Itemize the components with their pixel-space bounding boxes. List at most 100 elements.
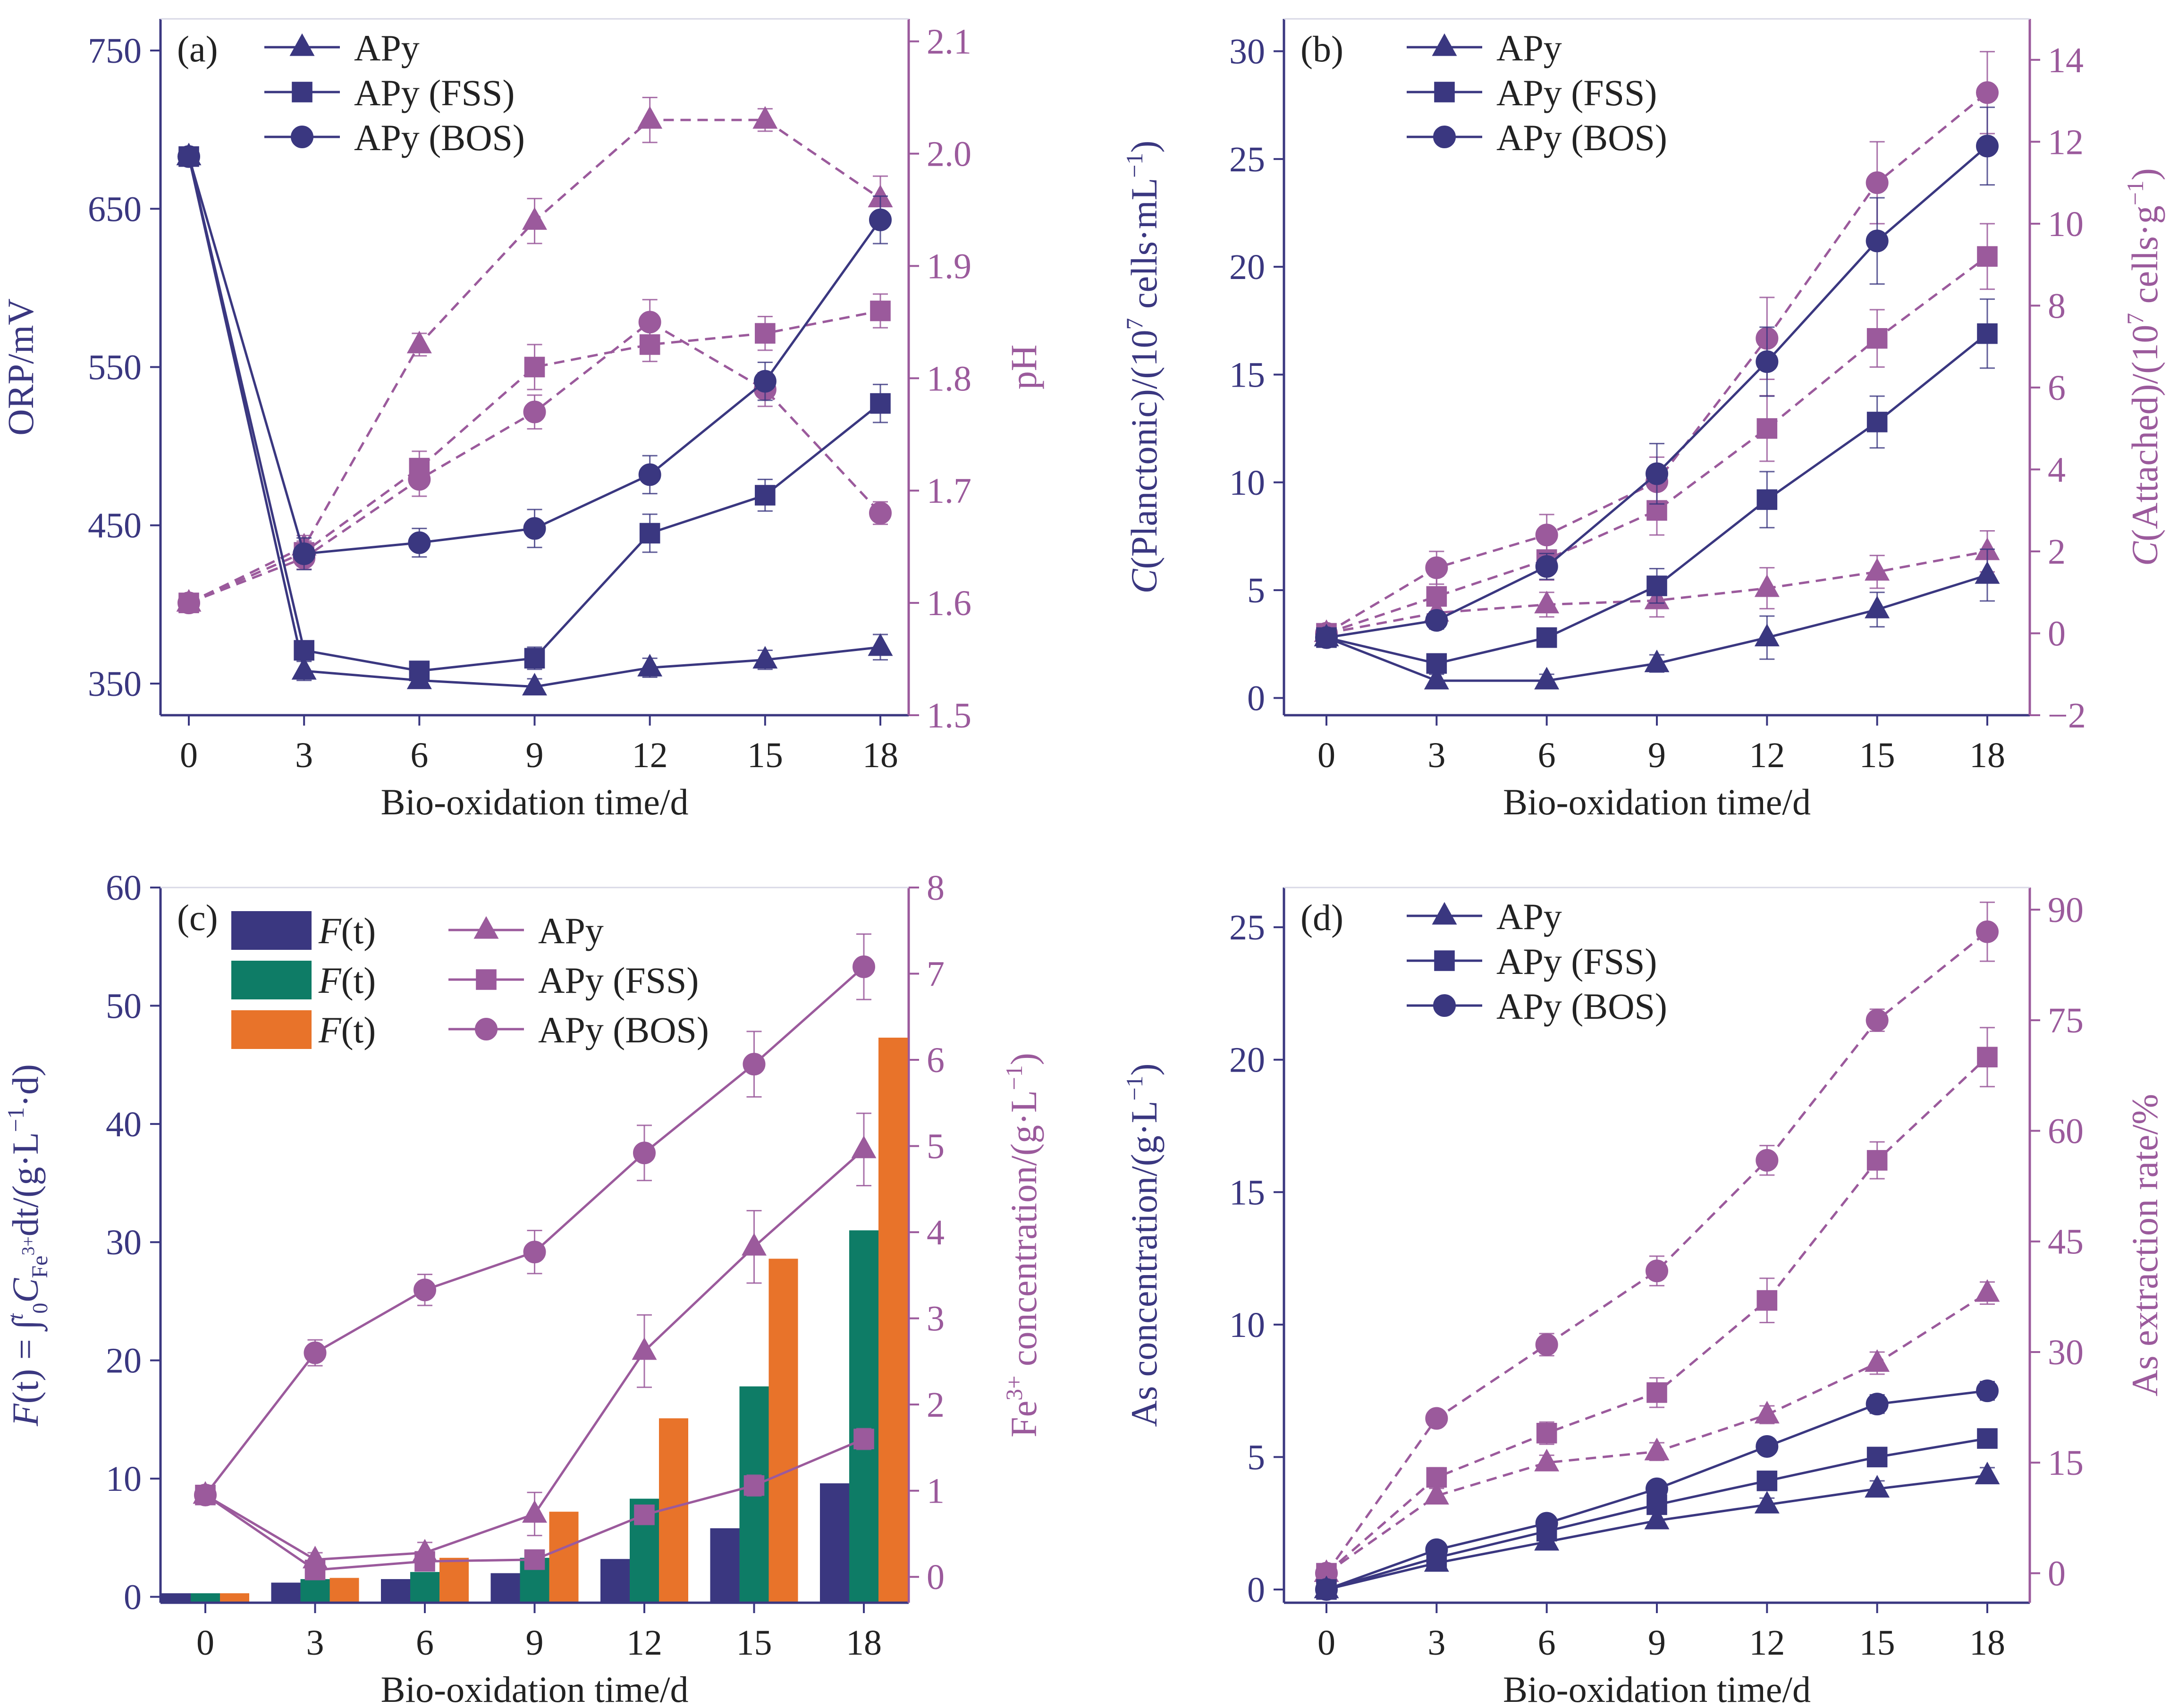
point-left-triangle-d9 [1644,649,1670,672]
left-tick-label: 60 [106,868,142,908]
point-left-circle-d3 [1425,609,1448,632]
point-left-circle-d15 [1866,229,1889,253]
point-left-circle-d3 [293,542,316,566]
point-right-circle-d18 [1976,920,1999,943]
legend-bar-label: F(t) [318,960,376,1001]
legend-marker-circle [1433,126,1456,148]
legend-label: APy [354,27,420,68]
bar-orange-d18 [878,1038,908,1602]
point-left-circle-d12 [1756,1435,1779,1458]
point-left-circle-d9 [523,517,546,540]
line-right-circle [1325,930,1988,1574]
left-tick-label: 30 [1229,32,1265,71]
point-right-square-d18 [1977,1047,1998,1068]
point-right-square-d18 [853,1429,874,1449]
bar-orange-d15 [768,1259,798,1602]
right-axis-label: pH [1003,345,1044,389]
point-left-square-d9 [524,648,545,669]
point-right-circle-d6 [408,468,431,491]
left-tick-label: 350 [88,664,142,704]
point-right-triangle-d12 [637,106,663,129]
right-axis-label: C(Attached)/(107 cells·g−1) [2122,168,2165,566]
point-left-square-d6 [409,660,430,681]
panel-a: 0 3 6 9 12 15 18 Bio-oxidation time/d 350 450 550 6… [0,18,1044,822]
right-tick-label: 6 [927,1040,945,1080]
point-right-circle-d12 [1756,1149,1779,1172]
x-tick-label: 0 [1317,736,1335,775]
panel-label: (b) [1300,28,1343,69]
legend-marker-circle [291,126,313,148]
legend-label: APy (BOS) [354,117,525,158]
bar-green-d3 [300,1579,330,1602]
left-tick-label: 5 [1247,571,1265,610]
left-tick-label: 15 [1229,355,1265,395]
point-right-triangle-d12 [632,1337,657,1360]
bar-orange-d0 [220,1593,249,1602]
left-tick-label: 50 [106,986,142,1026]
right-tick-label: 8 [2048,286,2066,326]
x-axis-label: Bio-oxidation time/d [1503,1669,1811,1708]
point-left-circle-d6 [408,531,431,554]
point-right-square-d6 [1536,1422,1557,1444]
right-tick-label: 30 [2048,1333,2084,1372]
legend-marker-square [292,82,312,102]
point-left-triangle-d15 [752,646,778,669]
x-tick-label: 12 [1749,736,1785,775]
right-tick-label: 75 [2048,1001,2084,1040]
right-tick-label: 8 [927,868,945,908]
legend-label: APy (FSS) [1496,72,1657,113]
point-right-circle-d3 [1425,556,1448,579]
point-right-circle-d18 [853,955,875,978]
point-left-square-d18 [1977,323,1998,344]
legend-marker-circle [475,1018,498,1040]
point-left-square-d3 [1426,653,1447,674]
point-left-circle-d18 [1976,1379,1999,1403]
panel-d: 0 3 6 9 12 15 18 Bio-oxidation time/d 0 5 10 15 20 25… [1121,887,2165,1708]
right-tick-label: 1.9 [927,246,971,286]
point-left-square-d12 [639,523,660,544]
left-tick-label: 20 [106,1341,142,1381]
right-tick-label: 0 [927,1557,945,1597]
right-tick-label: 0 [2048,1554,2066,1594]
right-axis-label: Fe3+ concentration/(g·L−1) [1001,1053,1044,1437]
point-left-square-d18 [870,393,891,414]
point-right-triangle-d15 [752,106,778,129]
point-left-circle-d18 [1976,135,1999,158]
point-left-circle-d12 [1756,350,1779,373]
x-axis-label: Bio-oxidation time/d [380,781,688,822]
left-tick-label: 25 [1229,140,1265,179]
x-tick-label: 6 [410,736,428,775]
point-right-square-d3 [1426,1467,1447,1488]
point-right-circle-d12 [638,311,661,334]
point-right-circle-d9 [1646,1260,1668,1283]
bar-blue-d0 [161,1593,191,1602]
bar-blue-d15 [710,1528,740,1602]
point-left-circle-d0 [1315,1578,1338,1601]
point-right-circle-d0 [177,592,200,615]
x-tick-label: 15 [1859,736,1895,775]
bar-blue-d9 [490,1573,520,1602]
legend-label: APy [538,910,604,951]
point-right-circle-d15 [743,1053,766,1076]
bar-orange-d3 [329,1578,359,1602]
x-tick-label: 15 [747,736,783,775]
point-left-circle-d12 [638,463,661,486]
point-right-triangle-d18 [851,1135,877,1158]
point-right-square-d9 [524,1549,545,1570]
x-tick-label: 12 [1749,1623,1785,1663]
left-axis-label: ORP/mV [0,298,41,435]
panel-label: (c) [177,897,218,938]
point-right-triangle-d6 [1534,1448,1560,1471]
point-left-triangle-d3 [291,657,317,680]
legend-marker-square [1434,950,1455,971]
x-tick-label: 6 [1538,736,1556,775]
legend-marker-triangle [1432,902,1457,925]
point-right-circle-d3 [304,1341,327,1364]
right-tick-label: 0 [2048,614,2066,653]
right-tick-label: 10 [2048,204,2084,244]
panel-label: (a) [177,28,218,69]
point-left-triangle-d18 [1975,561,2000,584]
point-right-circle-d18 [869,501,892,524]
point-left-circle-d15 [1866,1393,1889,1416]
